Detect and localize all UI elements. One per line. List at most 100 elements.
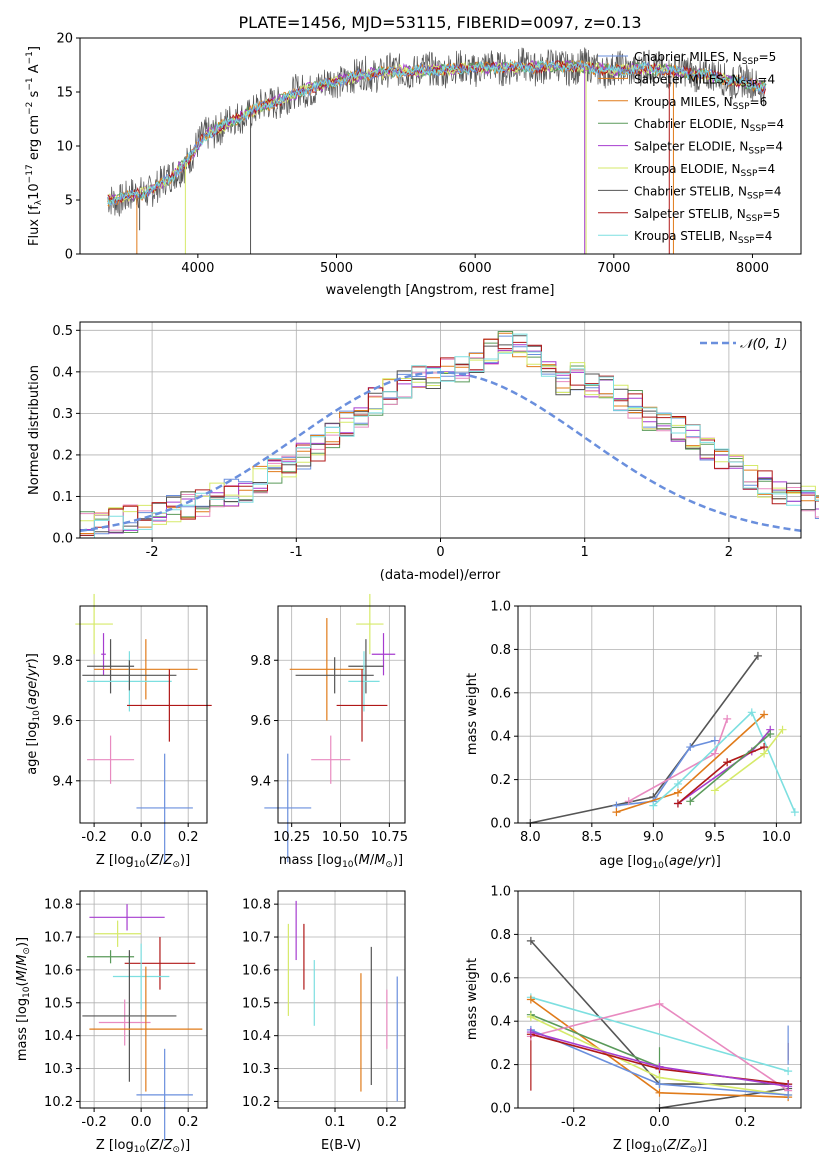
y-tick-label: 0.4 [52, 365, 73, 380]
plus-marker [710, 749, 719, 758]
x-tick-label: -0.2 [561, 1115, 586, 1130]
age-weight-xlabel: age [log10(age/yr)] [599, 854, 721, 871]
y-tick-label: 0.4 [490, 730, 511, 745]
histogram-step [80, 333, 819, 539]
plus-marker [526, 936, 535, 945]
residuals-panel: -2 -1 0 1 2 0.0 0.1 0.2 0.3 0.4 0.5 (data-model)/e… [27, 321, 819, 583]
histogram-step [80, 338, 819, 536]
z-age-ylabel: age [log10(age/yr)] [25, 653, 42, 775]
x-tick-label: 5000 [320, 261, 353, 276]
figure-title: PLATE=1456, MJD=53115, FIBERID=0097, z=0… [238, 13, 641, 32]
z-weight-xlabel: Z [log10(Z/Z⊙)] [613, 1138, 707, 1155]
x-tick-label: 0.2 [377, 1115, 398, 1130]
x-tick-label: 0.2 [735, 1115, 756, 1130]
y-tick-label: 15 [56, 86, 73, 101]
age-weight-panel: 8.0 8.5 9.0 9.5 10.0 0.0 0.2 0.4 0.6 0.8 1.0 age [… [465, 600, 802, 871]
residuals-ylabel: Normed distribution [27, 365, 42, 495]
x-tick-label: 4000 [181, 261, 214, 276]
plus-marker [784, 1090, 793, 1099]
histogram-step [80, 332, 819, 534]
legend-label: Kroupa MILES, NSSP=6 [634, 95, 767, 112]
mass-age-panel: 10.25 10.50 10.75 9.4 9.6 9.8 mass [log10(M/M… [250, 593, 408, 870]
y-tick-label: 0.0 [490, 1102, 511, 1117]
z-weight-panel: -0.2 0.0 0.2 0.0 0.2 0.4 0.6 0.8 1.0 Z [log10(Z/… [465, 885, 802, 1155]
plus-marker [673, 779, 682, 788]
y-tick-label: 1.0 [490, 885, 511, 900]
z-mass-ylabel: mass [log10(M/M⊙)] [15, 937, 32, 1061]
plus-marker [624, 797, 633, 806]
y-tick-label: 1.0 [490, 600, 511, 615]
residuals-legend: 𝒩(0, 1) [700, 337, 787, 352]
legend-label: Kroupa ELODIE, NSSP=4 [634, 162, 775, 179]
x-tick-label: 0.0 [649, 1115, 670, 1130]
y-tick-label: 10.7 [242, 931, 271, 946]
y-tick-label: 10 [56, 140, 73, 155]
legend-label: Salpeter MILES, NSSP=4 [634, 72, 775, 89]
age-weight-ylabel: mass weight [465, 673, 480, 755]
x-tick-label: 10.25 [273, 830, 310, 845]
y-tick-label: 9.8 [250, 654, 271, 669]
weight-line [530, 1013, 660, 1068]
x-tick-label: -0.2 [81, 830, 106, 845]
spectrum-series-line [107, 60, 766, 204]
y-tick-label: 10.8 [44, 898, 73, 913]
x-tick-label: 0.2 [178, 1115, 199, 1130]
plus-marker [753, 651, 762, 660]
plus-marker [526, 995, 535, 1004]
legend-label: Salpeter STELIB, NSSP=5 [634, 207, 780, 224]
weight-line [616, 739, 716, 807]
y-tick-label: 0.5 [52, 324, 73, 339]
y-tick-label: 0.2 [490, 773, 511, 788]
y-tick-label: 9.8 [52, 654, 73, 669]
y-tick-label: 10.5 [242, 996, 271, 1011]
y-tick-label: 9.6 [52, 714, 73, 729]
x-tick-label: 0.0 [131, 830, 152, 845]
y-tick-label: 0.6 [490, 686, 511, 701]
weight-line [530, 996, 789, 1072]
plus-marker [655, 999, 664, 1008]
y-tick-label: 0.3 [52, 407, 73, 422]
x-tick-label: 6000 [459, 261, 492, 276]
x-tick-label: -2 [146, 545, 159, 560]
plus-marker [612, 808, 621, 817]
plus-marker [526, 1012, 535, 1021]
y-tick-label: 10.8 [242, 898, 271, 913]
y-tick-label: 10.7 [44, 931, 73, 946]
x-tick-label: 0.2 [178, 830, 199, 845]
y-tick-label: 20 [56, 32, 73, 47]
x-tick-label: 2 [725, 545, 733, 560]
plus-marker [784, 1082, 793, 1091]
y-tick-label: 0.1 [52, 490, 73, 505]
y-tick-label: 0.2 [52, 448, 73, 463]
plus-marker [673, 799, 682, 808]
plus-marker [526, 1028, 535, 1037]
x-tick-label: 9.5 [705, 830, 726, 845]
plus-marker [655, 1088, 664, 1097]
x-tick-label: 8000 [736, 261, 769, 276]
plus-marker [747, 708, 756, 717]
y-tick-label: 10.3 [44, 1062, 73, 1077]
plus-marker [649, 801, 658, 810]
normal-curve [79, 371, 802, 532]
y-tick-label: 0.6 [490, 971, 511, 986]
z-weight-ylabel: mass weight [465, 958, 480, 1040]
x-tick-label: 0.1 [325, 1115, 346, 1130]
y-tick-label: 9.6 [250, 714, 271, 729]
residuals-xlabel: (data-model)/error [380, 568, 501, 583]
y-tick-label: 5 [65, 194, 73, 209]
x-tick-label: 10.0 [762, 830, 791, 845]
legend-label: Chabrier ELODIE, NSSP=4 [634, 117, 784, 134]
mass-age-xlabel: mass [log10(M/M⊙)] [279, 853, 403, 870]
y-tick-label: 10.6 [44, 963, 73, 978]
spectrum-ylabel: Flux [fλ10−17 erg cm−2 s−1 A−1] [25, 46, 44, 246]
plus-marker [760, 749, 769, 758]
plus-marker [760, 710, 769, 719]
plus-marker [778, 725, 787, 734]
x-tick-label: 0 [436, 545, 444, 560]
z-mass-xlabel: Z [log10(Z/Z⊙)] [96, 1138, 190, 1155]
y-tick-label: 10.6 [242, 963, 271, 978]
z-mass-panel: -0.2 0.0 0.2 10.2 10.3 10.4 10.5 10.6 10.7 10.8 Z… [15, 890, 208, 1155]
plus-marker [790, 808, 799, 817]
legend-label: Salpeter ELODIE, NSSP=4 [634, 140, 783, 157]
y-tick-label: 10.2 [242, 1095, 271, 1110]
